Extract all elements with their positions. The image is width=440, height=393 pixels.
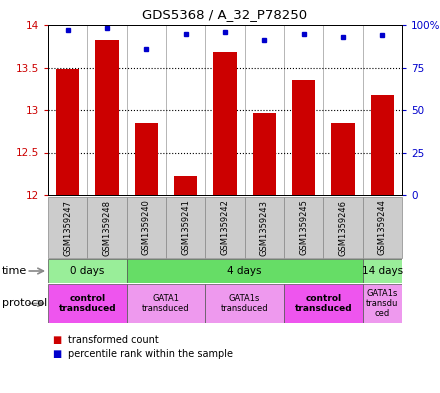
Text: GSM1359243: GSM1359243 — [260, 200, 269, 255]
Bar — [48, 284, 127, 323]
Bar — [213, 52, 237, 195]
Bar — [87, 197, 127, 258]
Text: GSM1359242: GSM1359242 — [220, 200, 230, 255]
Bar — [127, 284, 205, 323]
Bar — [284, 284, 363, 323]
Bar — [323, 197, 363, 258]
Bar — [205, 197, 245, 258]
Text: percentile rank within the sample: percentile rank within the sample — [68, 349, 233, 359]
Text: 14 days: 14 days — [362, 266, 403, 276]
Bar — [174, 176, 198, 195]
Text: ■: ■ — [52, 349, 62, 359]
Bar — [284, 197, 323, 258]
Text: control
transduced: control transduced — [59, 294, 116, 313]
Bar — [48, 259, 127, 283]
Bar — [370, 95, 394, 195]
Text: protocol: protocol — [2, 299, 48, 309]
Bar — [292, 80, 315, 195]
Bar — [253, 114, 276, 195]
Bar — [331, 123, 355, 195]
Bar — [166, 197, 205, 258]
Bar — [245, 197, 284, 258]
Text: GATA1s
transduced: GATA1s transduced — [221, 294, 268, 313]
Bar — [48, 197, 87, 258]
Text: 4 days: 4 days — [227, 266, 262, 276]
Text: GSM1359244: GSM1359244 — [378, 200, 387, 255]
Text: 0 days: 0 days — [70, 266, 105, 276]
Text: GSM1359241: GSM1359241 — [181, 200, 190, 255]
Text: time: time — [2, 266, 27, 276]
Bar — [127, 259, 363, 283]
Text: GSM1359247: GSM1359247 — [63, 200, 72, 255]
Text: GATA1s
transdu
ced: GATA1s transdu ced — [366, 288, 399, 318]
Bar — [56, 69, 80, 195]
Bar — [363, 259, 402, 283]
Title: GDS5368 / A_32_P78250: GDS5368 / A_32_P78250 — [143, 8, 308, 21]
Bar — [363, 197, 402, 258]
Bar — [135, 123, 158, 195]
Text: GSM1359248: GSM1359248 — [103, 200, 111, 255]
Text: transformed count: transformed count — [68, 335, 158, 345]
Text: GSM1359245: GSM1359245 — [299, 200, 308, 255]
Text: GSM1359240: GSM1359240 — [142, 200, 151, 255]
Bar — [205, 284, 284, 323]
Bar — [95, 40, 119, 195]
Text: GATA1
transduced: GATA1 transduced — [142, 294, 190, 313]
Bar — [363, 284, 402, 323]
Text: ■: ■ — [52, 335, 62, 345]
Bar — [127, 197, 166, 258]
Text: control
transduced: control transduced — [294, 294, 352, 313]
Text: GSM1359246: GSM1359246 — [338, 200, 348, 255]
